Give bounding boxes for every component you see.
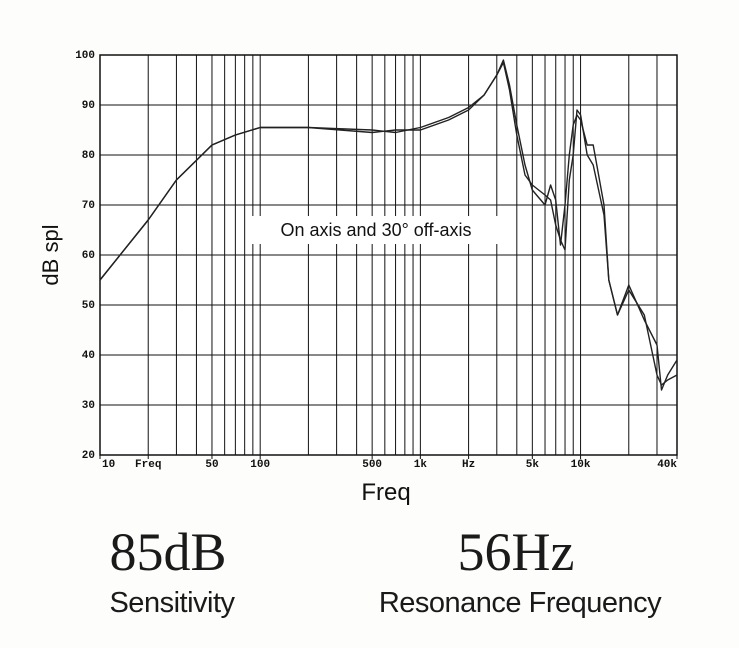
- stat-label: Resonance Frequency: [379, 587, 662, 619]
- stat-label: Sensitivity: [109, 587, 235, 619]
- y-tick-label: 40: [82, 350, 95, 362]
- grid: [99, 54, 678, 456]
- x-axis-label: Freq: [361, 479, 410, 506]
- x-tick-label: 50: [205, 459, 218, 471]
- x-tick-label: Freq: [135, 459, 161, 471]
- x-tick-label: 100: [250, 459, 270, 471]
- y-tick-label: 30: [82, 400, 95, 412]
- x-tick-label: 500: [362, 459, 382, 471]
- y-tick-label: 100: [75, 50, 95, 62]
- x-tick-label: 10: [102, 459, 115, 471]
- x-tick-label: 1k: [414, 459, 428, 471]
- y-tick-label: 20: [82, 450, 95, 462]
- stat-value: 85dB: [109, 522, 226, 582]
- y-tick-label: 50: [82, 300, 95, 312]
- series-line: [99, 61, 678, 386]
- stat-value: 56Hz: [458, 522, 575, 582]
- x-tick-label: Hz: [462, 459, 475, 471]
- x-tick-label: 10k: [571, 459, 591, 471]
- annotation-box: [252, 216, 500, 244]
- y-tick-label: 70: [82, 200, 95, 212]
- y-tick-label: 80: [82, 150, 95, 162]
- x-tick-label: 40k: [657, 459, 677, 471]
- annotation: On axis and 30° off-axis: [281, 220, 472, 240]
- y-axis-label: dB spl: [38, 224, 63, 285]
- y-tick-label: 90: [82, 100, 95, 112]
- x-tick-label: 5k: [526, 459, 540, 471]
- y-tick-label: 60: [82, 250, 95, 262]
